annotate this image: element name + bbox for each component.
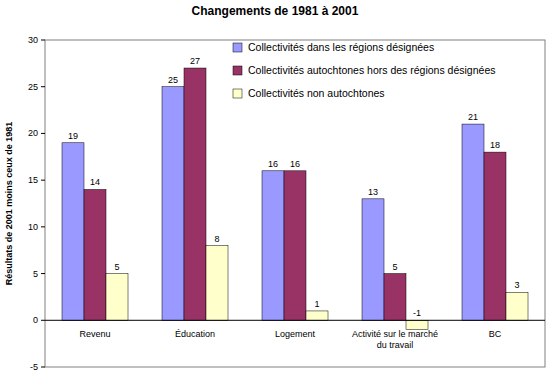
data-label: 13 [368,187,378,197]
data-label: 14 [90,177,100,187]
legend-swatch [233,89,242,98]
y-tick-label: 0 [33,315,38,325]
x-tick-label-line: Logement [275,329,316,339]
x-tick-label-line: du travail [377,340,414,350]
y-tick [41,180,45,181]
bar [62,143,84,321]
data-label: 3 [514,280,519,290]
y-tick-label: -5 [30,362,38,372]
x-tick-label: Revenu [79,329,110,339]
y-tick [41,40,45,41]
bar [484,152,506,320]
bar [384,274,406,321]
y-tick-label: 30 [28,35,38,45]
y-tick [41,86,45,87]
plot-frame [45,40,545,367]
y-tick [41,273,45,274]
data-label: 1 [314,299,319,309]
chart-title: Changements de 1981 à 2001 [192,4,359,18]
bar [262,171,284,320]
y-tick-label: 15 [28,175,38,185]
bar [206,246,228,321]
y-tick-label: 25 [28,82,38,92]
x-tick-label: Logement [275,329,316,339]
data-label: 8 [214,234,219,244]
legend: Collectivités dans les régions désignées… [233,41,495,99]
x-tick-label-line: Revenu [79,329,110,339]
y-tick-label: 20 [28,128,38,138]
data-label: 27 [190,56,200,66]
bar [284,171,306,320]
y-tick-label: 5 [33,269,38,279]
x-axis-line [45,320,545,321]
bars-group [62,68,528,330]
bar [306,311,328,320]
chart-container: Changements de 1981 à 2001 Résultats de 2… [0,0,550,373]
legend-label: Collectivités dans les régions désignées [248,41,434,53]
data-label: 16 [290,159,300,169]
chart-svg: Changements de 1981 à 2001 Résultats de 2… [0,0,550,373]
x-tick-label-line: Activité sur le marché [352,329,438,339]
x-tick-label: Activité sur le marchédu travail [352,329,438,350]
legend-label: Collectivités non autochtones [248,87,385,99]
y-tick [41,226,45,227]
data-label: 5 [114,262,119,272]
legend-swatch [233,66,242,75]
legend-swatch [233,43,242,52]
bar [506,292,528,320]
data-label: 18 [490,140,500,150]
x-tick-label: Éducation [175,329,215,339]
bar [406,320,428,329]
bar [162,87,184,321]
bar [84,189,106,320]
x-tick-label-line: BC [489,329,502,339]
labels-group: 19 25 16 13 21 14 27 16 5 18 5 8 1 -1 3 [68,56,520,318]
y-tick [41,367,45,368]
bar [106,274,128,321]
bar [462,124,484,320]
bar [184,68,206,320]
y-tick [41,320,45,321]
data-label: 25 [168,75,178,85]
y-tick-label: 10 [28,222,38,232]
data-label: 16 [268,159,278,169]
data-label: 5 [392,262,397,272]
x-tick-label: BC [489,329,502,339]
legend-label: Collectivités autochtones hors des régio… [248,64,495,76]
x-tick-label-line: Éducation [175,329,215,339]
y-axis-label: Résultats de 2001 moins ceux de 1981 [4,122,14,286]
y-tick [41,133,45,134]
data-label: 19 [68,131,78,141]
bar [362,199,384,320]
data-label: 21 [468,112,478,122]
data-label: -1 [413,308,421,318]
